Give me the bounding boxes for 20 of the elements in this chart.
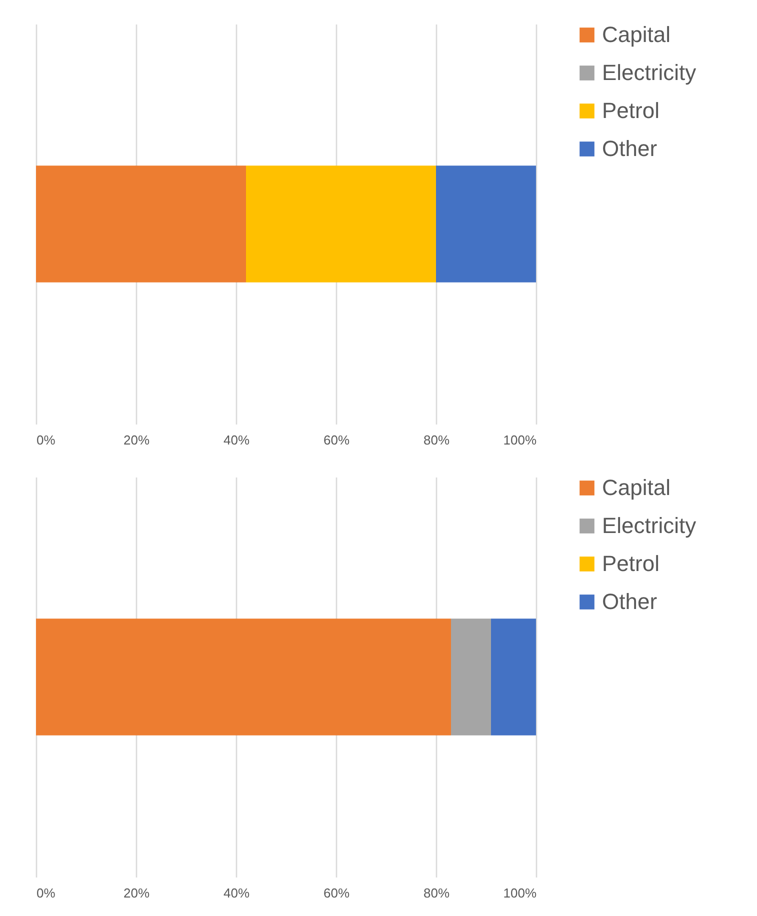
legend-label: Other [602,589,658,614]
x-tick-label: 80% [423,432,450,448]
x-tick-label: 0% [36,432,56,448]
x-tick-label: 0% [36,886,56,900]
legend-label: Other [602,136,658,161]
x-tick-label: 100% [503,432,537,448]
legend-label: Capital [602,475,670,500]
x-tick-label: 60% [323,432,350,448]
legend-label: Electricity [602,513,696,538]
legend-label: Electricity [602,60,696,85]
x-tick-label: 20% [123,886,150,900]
x-tick-label: 40% [223,886,250,900]
x-tick-label: 60% [323,886,350,900]
x-tick-label: 100% [503,886,537,900]
x-tick-label: 80% [423,886,450,900]
legend-label: Petrol [602,551,660,576]
legend-label: Capital [602,22,670,47]
legend-label: Petrol [602,98,660,123]
x-tick-label: 40% [223,432,250,448]
x-tick-label: 20% [123,432,150,448]
